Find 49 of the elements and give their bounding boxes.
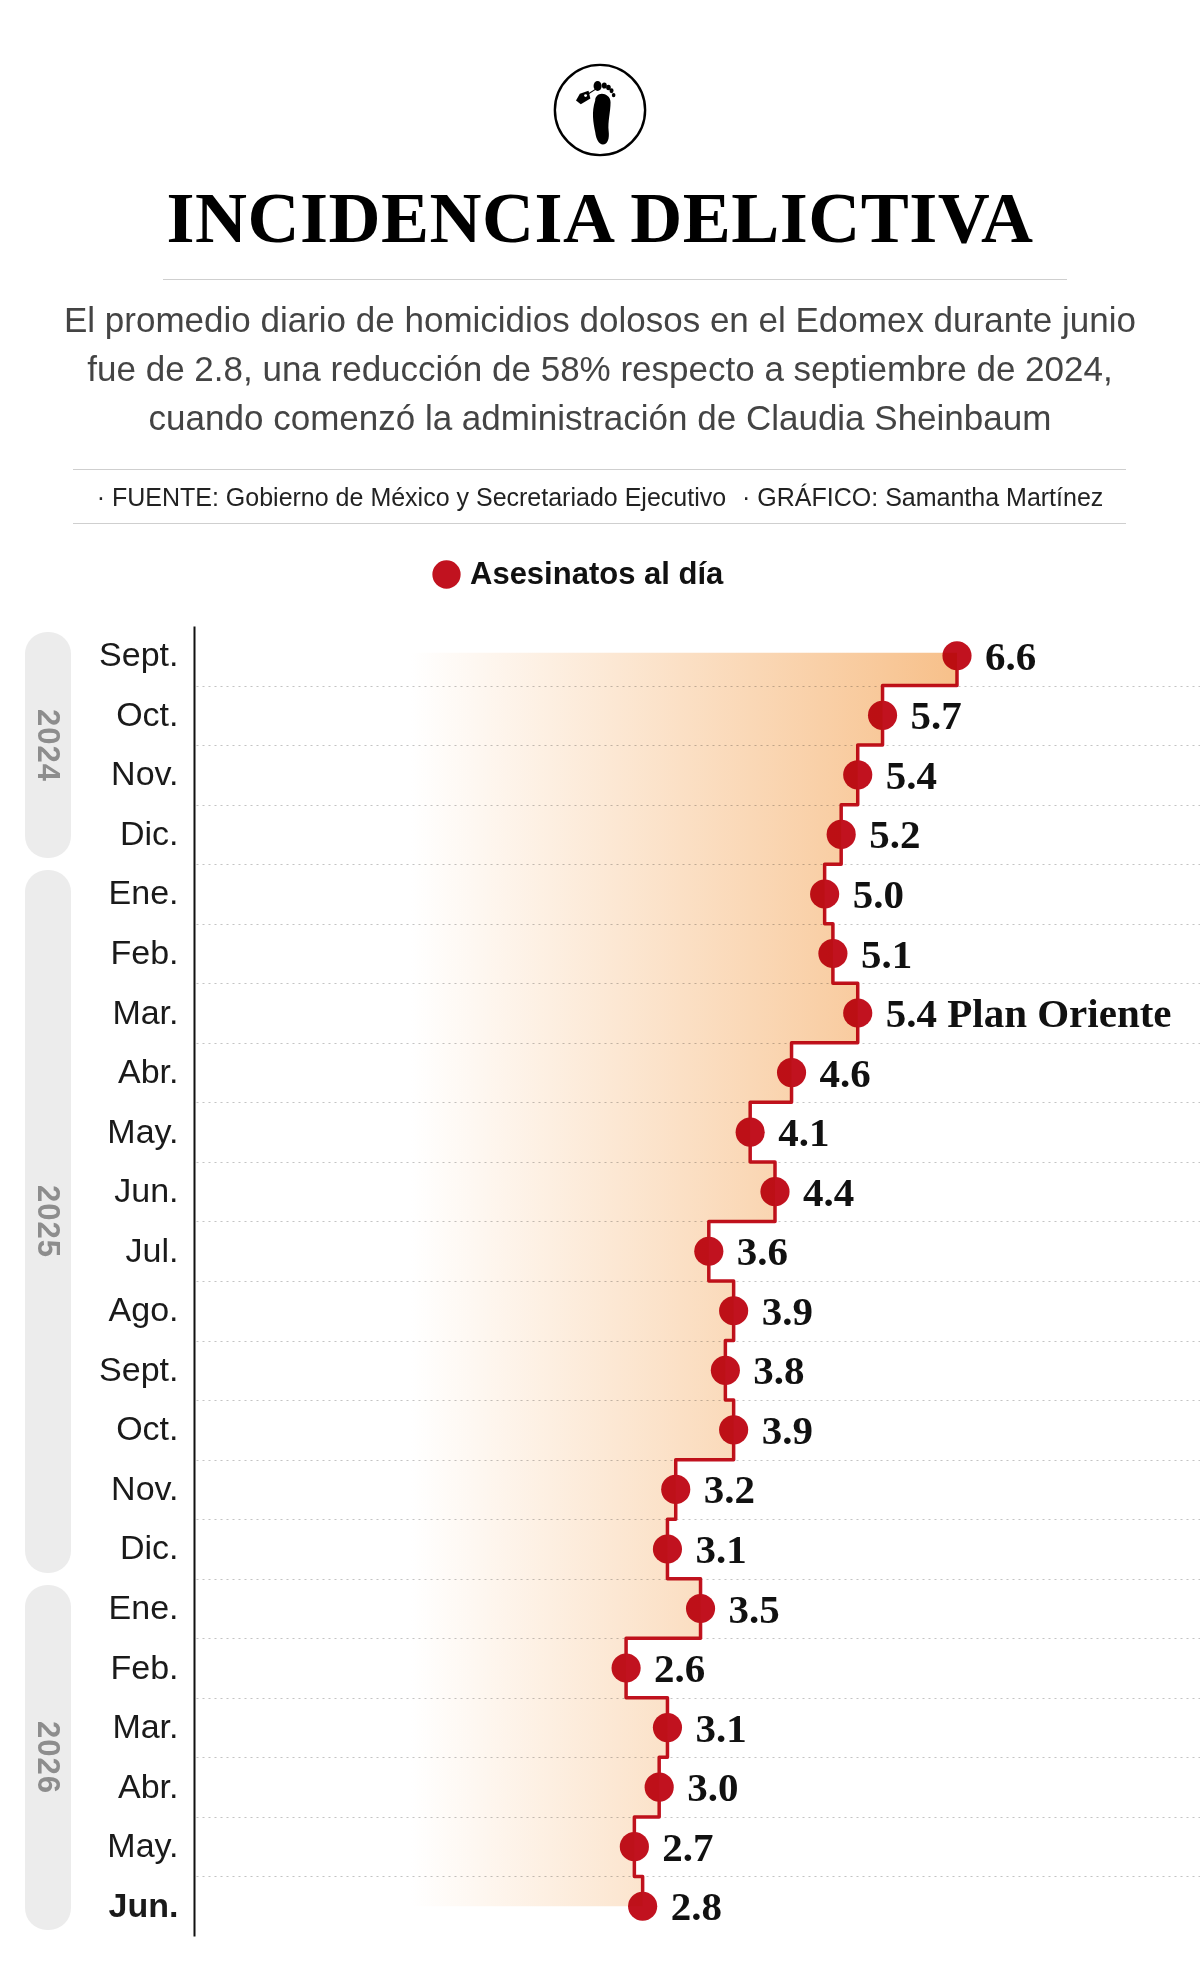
- data-label: 3.1: [695, 1525, 747, 1572]
- y-tick-label: May.: [107, 1826, 179, 1865]
- data-label: 5.7: [910, 692, 962, 739]
- data-label: 3.9: [761, 1406, 813, 1453]
- data-label: 5.1: [860, 930, 913, 977]
- y-tick-label: Sept.: [99, 635, 179, 674]
- chart-subtitle: El promedio diario de homicidios dolosos en el Edomex durante junio fue de 2.8, una reducción de 58% respecto a septiembre de 2024, cuando comenzó la administración de Claudia Sheinbaum: [63, 299, 1137, 439]
- data-label: 3.8: [753, 1347, 805, 1394]
- data-label: 2.7: [662, 1823, 714, 1870]
- y-tick-label: Ago.: [108, 1290, 179, 1329]
- y-tick-label: Feb.: [110, 1647, 179, 1686]
- y-tick-label: Jun.: [114, 1171, 179, 1210]
- legend-label: Asesinatos al día: [470, 555, 725, 591]
- data-label: 5.4 Plan Oriente: [885, 990, 1172, 1037]
- data-label: 6.6: [985, 632, 1037, 679]
- y-tick-label: Nov.: [111, 1468, 179, 1507]
- text: · GRÁFICO: Samantha Martínez: [742, 483, 1104, 511]
- y-tick-label: May.: [107, 1111, 179, 1150]
- data-label: 3.5: [728, 1585, 780, 1632]
- data-label: 3.0: [687, 1764, 739, 1811]
- y-tick-label: Mar.: [112, 1707, 179, 1746]
- data-label: 2.6: [654, 1645, 706, 1692]
- data-label: 5.0: [852, 870, 904, 917]
- y-tick-label: Dic.: [119, 813, 179, 852]
- y-tick-label: Oct.: [116, 694, 179, 733]
- data-label: 3.6: [736, 1228, 789, 1275]
- data-label: 4.6: [819, 1049, 871, 1096]
- y-tick-label: Nov.: [111, 754, 179, 793]
- data-label: 4.4: [803, 1168, 855, 1215]
- y-tick-label: Abr.: [118, 1766, 179, 1805]
- y-tick-label: Ene.: [108, 1588, 179, 1626]
- y-tick-label: Abr.: [118, 1052, 179, 1091]
- data-label: 3.1: [695, 1704, 747, 1751]
- data-label: 3.9: [761, 1287, 813, 1334]
- y-tick-label: Ene.: [108, 873, 179, 912]
- data-label: 4.1: [778, 1109, 830, 1156]
- y-tick-label: Jun.: [108, 1885, 179, 1924]
- data-label: 5.2: [869, 811, 921, 858]
- y-tick-label: Sept.: [99, 1349, 179, 1388]
- text: · FUENTE: Gobierno de México y Secretariado Ejecutivo: [96, 483, 727, 511]
- y-tick-label: Dic.: [119, 1528, 179, 1567]
- data-label: 5.4: [885, 751, 937, 798]
- y-tick-label: Oct.: [116, 1409, 179, 1448]
- y-tick-label: Feb.: [110, 933, 179, 971]
- data-label: 2.8: [670, 1883, 722, 1930]
- chart-title: INCIDENCIA DELICTIVA: [165, 178, 1035, 258]
- y-tick-label: Mar.: [112, 992, 179, 1031]
- y-tick-label: Jul.: [125, 1230, 179, 1269]
- data-label: 3.2: [703, 1466, 755, 1513]
